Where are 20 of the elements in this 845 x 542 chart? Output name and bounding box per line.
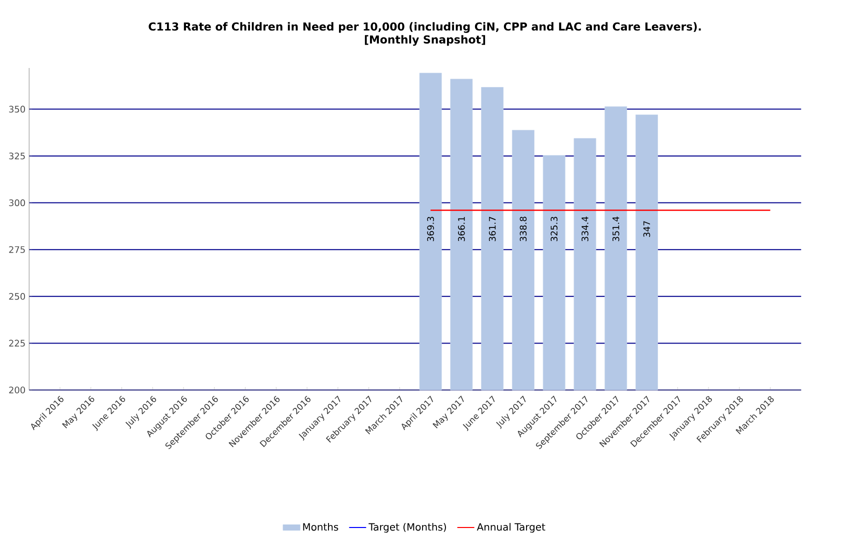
legend-label: Months	[303, 522, 338, 531]
chart-subtitle: [Monthly Snapshot]	[364, 35, 486, 46]
chart-title: C113 Rate of Children in Need per 10,000 (including CiN, CPP and LAC and Care Leavers).	[148, 22, 701, 33]
y-tick-label: 200	[9, 386, 25, 394]
data-label: 347	[643, 221, 650, 237]
y-tick-label: 350	[9, 106, 25, 113]
y-tick-label: 275	[9, 246, 25, 253]
y-tick-label: 325	[9, 152, 25, 160]
data-label: 366.1	[458, 217, 465, 242]
data-label: 338.8	[520, 216, 527, 242]
data-label: 334.4	[582, 216, 588, 242]
data-label: 351.4	[612, 216, 620, 242]
data-label: 369.3	[427, 216, 434, 242]
y-tick-label: 250	[9, 293, 25, 300]
y-tick-label: 225	[9, 340, 25, 347]
data-label: 361.7	[488, 216, 496, 242]
y-tick-label: 300	[9, 199, 25, 206]
legend-label: Target (Months)	[368, 522, 446, 533]
data-label: 325.3	[550, 216, 558, 242]
legend-label: Annual Target	[476, 522, 546, 533]
